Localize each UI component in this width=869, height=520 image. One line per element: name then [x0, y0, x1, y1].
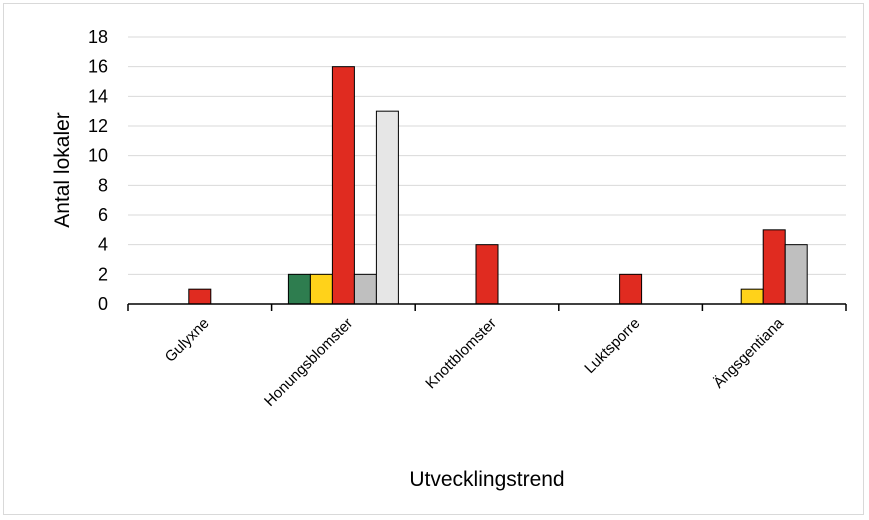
x-tick-label: Knottblomster: [422, 315, 499, 392]
chart-frame: [3, 3, 864, 515]
x-tick-label: Gulyxne: [162, 315, 213, 366]
x-tick-label: Luktsporre: [581, 315, 643, 377]
x-tick-labels: Gulyxne Honungsblomster Knottblomster Lukts…: [162, 314, 788, 410]
axes: [127, 303, 847, 311]
gridlines: [128, 36, 846, 275]
y-tick-label: 8: [98, 175, 108, 195]
x-tick-label: Honungsblomster: [261, 315, 356, 410]
x-tick-label: Ängsgentiana: [710, 314, 787, 391]
y-tick-label: 16: [88, 57, 108, 77]
y-tick-labels: 0 2 4 6 8 10 12 14 16 18: [88, 27, 108, 314]
bar: [740, 288, 764, 305]
y-axis-title: Antal lokaler: [51, 112, 74, 228]
bar: [309, 273, 333, 305]
bar: [475, 244, 499, 305]
bar: [331, 66, 355, 305]
bar: [188, 288, 212, 305]
y-tick-label: 4: [98, 235, 108, 255]
y-tick-label: 10: [88, 146, 108, 166]
y-tick-label: 18: [88, 27, 108, 47]
bars: [188, 66, 808, 305]
x-axis-title: Utvecklingstrend: [409, 468, 564, 491]
y-tick-label: 0: [98, 294, 108, 314]
y-tick-label: 12: [88, 116, 108, 136]
bar: [619, 273, 643, 305]
bar: [287, 273, 311, 305]
bar: [762, 229, 786, 305]
bar: [784, 244, 808, 305]
y-tick-label: 2: [98, 264, 108, 284]
y-tick-label: 14: [88, 86, 108, 106]
bar: [375, 110, 399, 305]
y-tick-label: 6: [98, 205, 108, 225]
bar: [353, 273, 377, 305]
